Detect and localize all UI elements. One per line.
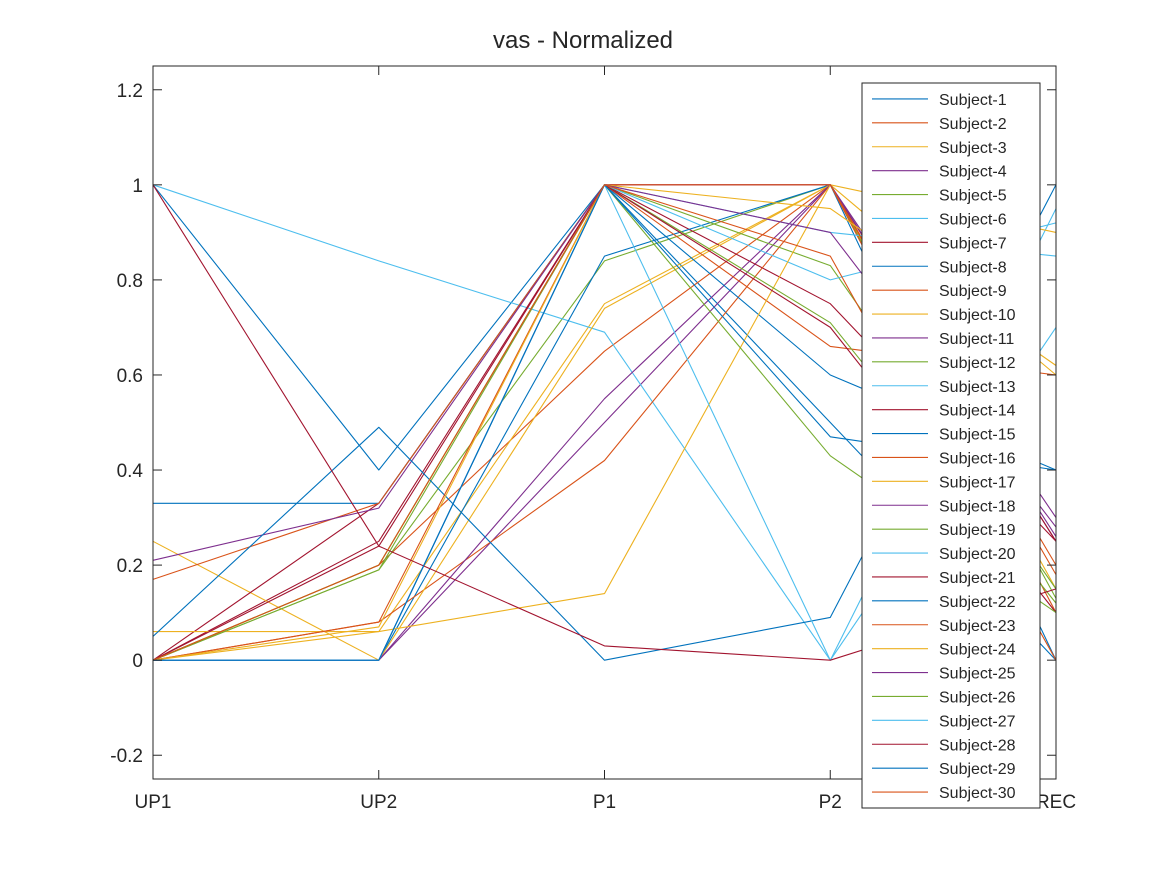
legend-label-18: Subject-18: [939, 498, 1016, 515]
legend-label-26: Subject-26: [939, 689, 1016, 706]
y-tick-label: 0.2: [117, 556, 143, 577]
legend-label-5: Subject-5: [939, 188, 1007, 205]
legend-label-12: Subject-12: [939, 355, 1016, 372]
y-tick-label: 0.6: [117, 366, 143, 387]
y-tick-label: 1: [132, 176, 143, 197]
legend: Subject-1 Subject-2 Subject-3 Subject-4 Subj…: [861, 82, 1041, 809]
legend-label-19: Subject-19: [939, 522, 1016, 539]
legend-label-17: Subject-17: [939, 474, 1016, 491]
y-tick-label: 0: [132, 651, 143, 672]
legend-label-8: Subject-8: [939, 259, 1007, 276]
legend-label-30: Subject-30: [939, 785, 1016, 802]
legend-label-24: Subject-24: [939, 642, 1016, 659]
x-tick-label: REC: [1036, 792, 1076, 813]
legend-label-23: Subject-23: [939, 618, 1016, 635]
legend-label-27: Subject-27: [939, 713, 1016, 730]
legend-label-2: Subject-2: [939, 116, 1007, 133]
legend-label-25: Subject-25: [939, 666, 1016, 683]
legend-box: [861, 82, 1041, 809]
legend-label-29: Subject-29: [939, 761, 1016, 778]
y-tick-label: 1.2: [117, 81, 143, 102]
y-tick-label: 0.8: [117, 271, 143, 292]
x-tick-label: P2: [819, 792, 842, 813]
legend-label-7: Subject-7: [939, 235, 1007, 252]
legend-label-22: Subject-22: [939, 594, 1016, 611]
legend-label-10: Subject-10: [939, 307, 1016, 324]
x-tick-label: UP2: [360, 792, 397, 813]
chart-title: vas - Normalized: [493, 27, 673, 54]
legend-label-15: Subject-15: [939, 427, 1016, 444]
y-tick-label: -0.2: [110, 746, 143, 767]
legend-label-13: Subject-13: [939, 379, 1016, 396]
tick-layer: -0.2 0 0.2 0.4 0.6 0.8 1 1.2 UP1 UP2 P1 P2 REC: [110, 66, 1076, 813]
legend-label-4: Subject-4: [939, 164, 1007, 181]
legend-label-16: Subject-16: [939, 450, 1016, 467]
legend-label-3: Subject-3: [939, 140, 1007, 157]
legend-label-6: Subject-6: [939, 211, 1007, 228]
legend-label-20: Subject-20: [939, 546, 1016, 563]
legend-label-9: Subject-9: [939, 283, 1007, 300]
legend-label-11: Subject-11: [939, 331, 1014, 348]
legend-label-21: Subject-21: [939, 570, 1016, 587]
legend-label-14: Subject-14: [939, 403, 1016, 420]
y-tick-label: 0.4: [117, 461, 144, 482]
legend-label-1: Subject-1: [939, 92, 1007, 109]
x-tick-label: P1: [593, 792, 616, 813]
x-tick-label: UP1: [135, 792, 172, 813]
legend-label-28: Subject-28: [939, 737, 1016, 754]
